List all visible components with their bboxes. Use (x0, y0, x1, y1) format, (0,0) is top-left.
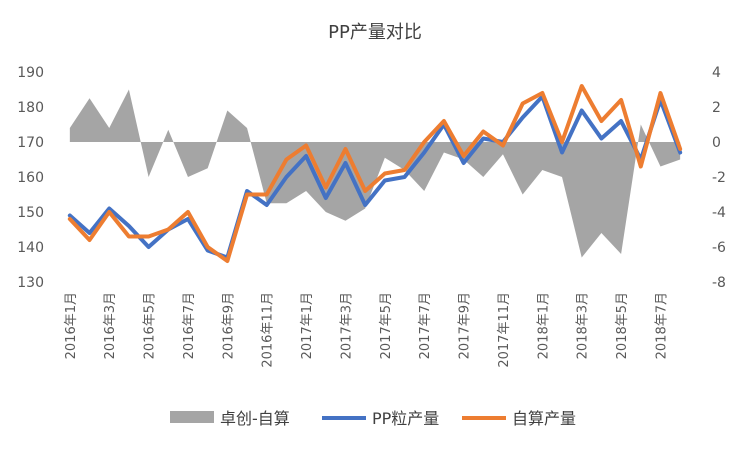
legend-label: 卓创-自算 (220, 409, 290, 428)
y-right-tick-label: -4 (712, 205, 726, 221)
legend: 卓创-自算 PP粒产量 自算产量 (170, 409, 576, 428)
y-left-tick-label: 150 (17, 205, 44, 221)
legend-label: PP粒产量 (372, 409, 439, 428)
chart-title: PP产量对比 (328, 22, 422, 43)
y-right-tick-label: -2 (712, 170, 726, 186)
x-tick-label: 2018年3月 (576, 292, 591, 359)
line-series-2 (67, 84, 683, 263)
x-tick-label: 2016年7月 (182, 292, 197, 359)
area-series-0 (69, 89, 681, 258)
y-left-tick-label: 180 (17, 100, 44, 116)
y-right-tick-label: -8 (712, 275, 726, 291)
x-tick-label: 2017年11月 (497, 292, 512, 368)
y-left-tick-label: 190 (17, 65, 44, 81)
legend-item-2: 自算产量 (462, 409, 576, 428)
y-left-tick-label: 130 (17, 275, 44, 291)
x-tick-label: 2016年11月 (261, 292, 276, 368)
y-left-tick-label: 160 (17, 170, 44, 186)
x-tick-label: 2017年7月 (418, 292, 433, 359)
x-tick-label: 2017年1月 (300, 292, 315, 359)
y-left-tick-label: 140 (17, 240, 44, 256)
x-tick-label: 2016年9月 (221, 292, 236, 359)
y-right-tick-label: 2 (712, 100, 721, 116)
x-tick-label: 2018年7月 (654, 292, 669, 359)
line-series-layer (67, 84, 683, 263)
legend-swatch (170, 411, 214, 423)
area-series-layer (69, 89, 681, 258)
x-tick-label: 2016年1月 (64, 292, 79, 359)
y-right-tick-label: 0 (712, 135, 721, 151)
y-left-tick-label: 170 (17, 135, 44, 151)
axes-layer: 130 140 150 160 170 180 190 -8 -6 -4 -2 0 2 4 2016年1月 2… (17, 65, 726, 368)
x-tick-label: 2016年3月 (103, 292, 118, 359)
x-tick-label: 2017年3月 (339, 292, 354, 359)
y-right-tick-label: 4 (712, 65, 721, 81)
x-tick-label: 2018年5月 (615, 292, 630, 359)
x-tick-label: 2017年5月 (379, 292, 394, 359)
x-tick-label: 2018年1月 (536, 292, 551, 359)
y-right-tick-label: -6 (712, 240, 726, 256)
legend-item-0: 卓创-自算 (170, 409, 290, 428)
x-tick-label: 2017年9月 (458, 292, 473, 359)
legend-label: 自算产量 (512, 409, 576, 428)
legend-item-1: PP粒产量 (322, 409, 439, 428)
x-tick-label: 2016年5月 (143, 292, 158, 359)
